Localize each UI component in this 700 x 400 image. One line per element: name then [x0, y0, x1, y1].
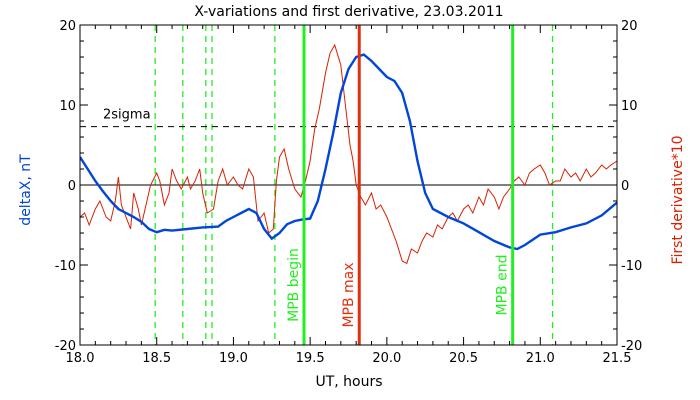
- y-axis-left-label: deltaX, nT: [18, 154, 34, 226]
- y-right-tick-label-4: 20: [621, 19, 638, 34]
- plot-area: [80, 25, 617, 345]
- x-tick-label-6: 21.0: [526, 351, 555, 366]
- sigma-label: 2sigma: [103, 108, 151, 123]
- y-right-tick-label-1: -10: [621, 259, 642, 274]
- y-left-tick-label-3: 10: [59, 99, 76, 114]
- x-axis-ticks: 18.0 18.5 19.0 19.5 20.0 20.5 21.0 21.5: [66, 25, 632, 366]
- y-left-tick-label-0: -20: [55, 339, 76, 354]
- x-tick-label-3: 19.5: [296, 351, 325, 366]
- y-right-tick-label-0: -20: [621, 339, 642, 354]
- x-tick-label-1: 18.5: [142, 351, 171, 366]
- x-tick-label-2: 19.0: [219, 351, 248, 366]
- y-axis-right-label: First derivative*10: [670, 135, 686, 264]
- x-tick-label-4: 20.0: [372, 351, 401, 366]
- y-left-tick-label-1: -10: [55, 259, 76, 274]
- y-right-tick-label-2: 0: [621, 179, 629, 194]
- y-left-tick-label-2: 0: [68, 179, 76, 194]
- marker-label-mpb-max: MPB max: [341, 262, 357, 327]
- y-axis-right-ticks: -20 -10 0 10 20: [609, 19, 642, 354]
- x-tick-label-7: 21.5: [603, 351, 632, 366]
- y-right-tick-label-3: 10: [621, 99, 638, 114]
- chart-title: X-variations and first derivative, 23.03…: [194, 4, 503, 20]
- x-tick-label-5: 20.5: [449, 351, 478, 366]
- series-derivative-line: [80, 43, 617, 265]
- y-axis-left-ticks: -20 -10 0 10 20: [55, 19, 88, 354]
- series-deltax-line: [80, 53, 617, 251]
- x-tick-label-0: 18.0: [66, 351, 95, 366]
- event-marker-labels: MPB begin MPB max MPB end: [286, 248, 511, 327]
- x-axis-label: UT, hours: [315, 374, 382, 390]
- y-left-tick-label-4: 20: [59, 19, 76, 34]
- marker-label-mpb-end: MPB end: [495, 255, 511, 316]
- event-marker-lines: [302, 25, 515, 345]
- marker-label-mpb-begin: MPB begin: [286, 248, 302, 322]
